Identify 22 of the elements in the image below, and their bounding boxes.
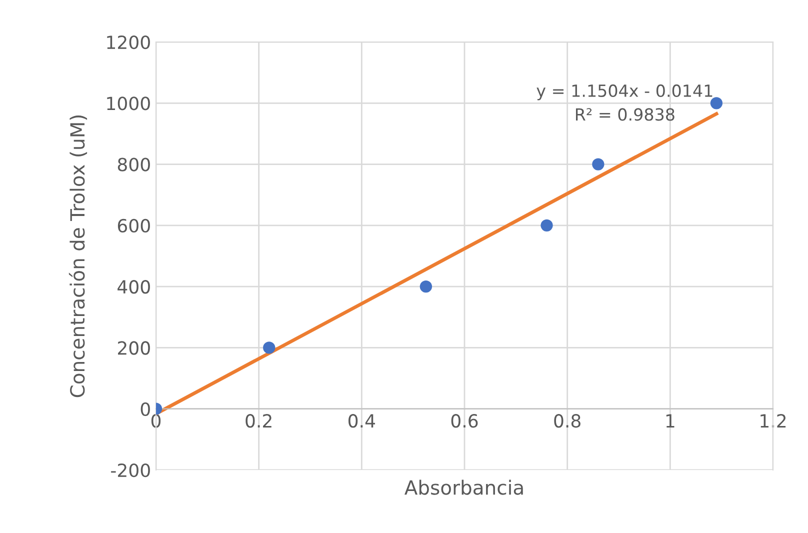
y-axis-title: Concentración de Trolox (uM)	[68, 115, 88, 398]
y-tick-label: 1200	[107, 35, 150, 50]
annotation: y = 1.1504x - 0.0141 R² = 0.9838	[536, 84, 712, 121]
y-tick-label: 400	[118, 280, 150, 294]
point	[710, 97, 723, 110]
x-tick-label: 1.2	[760, 414, 786, 428]
x-tick-label: 1	[666, 414, 674, 428]
point	[263, 342, 276, 354]
x-tick-label: 0.8	[554, 414, 580, 428]
y-tick-label: -200	[111, 463, 150, 478]
x-axis-title: Absorbancia	[404, 480, 523, 495]
y-tick-label: 0	[140, 402, 150, 416]
x-tick-label: 0.6	[451, 414, 478, 428]
y-tick-label: 600	[118, 218, 150, 233]
point	[592, 158, 604, 170]
y-tick-label: 200	[118, 341, 150, 355]
x-tick-label: 0.4	[348, 414, 376, 428]
point	[540, 219, 553, 232]
x-tick-label: 0.2	[246, 414, 272, 428]
y-tick-label: 800	[118, 158, 150, 172]
y-tick-label: 1000	[107, 96, 150, 110]
point	[420, 280, 432, 293]
